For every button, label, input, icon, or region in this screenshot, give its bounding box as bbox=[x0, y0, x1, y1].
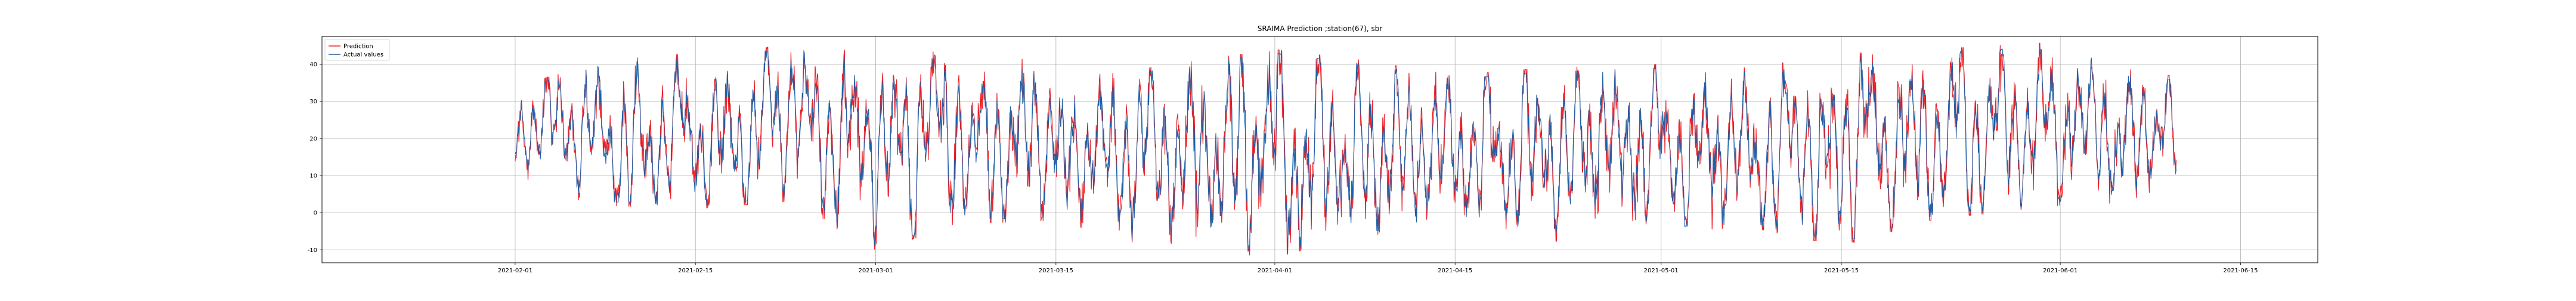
y-tick-label: 40 bbox=[309, 62, 317, 68]
y-tick-label: 10 bbox=[309, 173, 317, 179]
legend-label: Prediction bbox=[343, 44, 373, 50]
x-tick-label: 2021-03-01 bbox=[858, 268, 893, 274]
y-tick-label: -10 bbox=[308, 247, 317, 254]
x-tick-label: 2021-03-15 bbox=[1039, 268, 1073, 274]
plot-frame bbox=[321, 36, 2318, 263]
y-tick-label: 0 bbox=[314, 210, 317, 217]
x-tick-label: 2021-05-15 bbox=[1824, 268, 1859, 274]
x-tick-label: 2021-02-01 bbox=[498, 268, 532, 274]
series-line-actual-values bbox=[515, 48, 2177, 252]
x-tick-label: 2021-05-01 bbox=[1644, 268, 1679, 274]
y-tick-label: 30 bbox=[309, 99, 317, 105]
axes: 2021-02-01 2021-02-15 2021-03-01 2021-03-15… bbox=[308, 36, 2318, 274]
series-line-prediction bbox=[515, 42, 2177, 256]
legend-label: Actual values bbox=[343, 52, 383, 59]
grid bbox=[322, 36, 2318, 263]
x-tick-label: 2021-06-15 bbox=[2223, 268, 2258, 274]
series-layer bbox=[515, 42, 2177, 256]
y-tick-label: 20 bbox=[309, 136, 317, 142]
x-tick-label: 2021-06-01 bbox=[2043, 268, 2077, 274]
legend: Prediction Actual values bbox=[324, 39, 390, 61]
legend-box bbox=[324, 39, 390, 61]
x-tick-label: 2021-04-01 bbox=[1258, 268, 1292, 274]
chart-title: SRAIMA Prediction ;station(67), sbr bbox=[1258, 24, 1382, 33]
x-tick-label: 2021-02-15 bbox=[678, 268, 713, 274]
x-tick-label: 2021-04-15 bbox=[1438, 268, 1472, 274]
